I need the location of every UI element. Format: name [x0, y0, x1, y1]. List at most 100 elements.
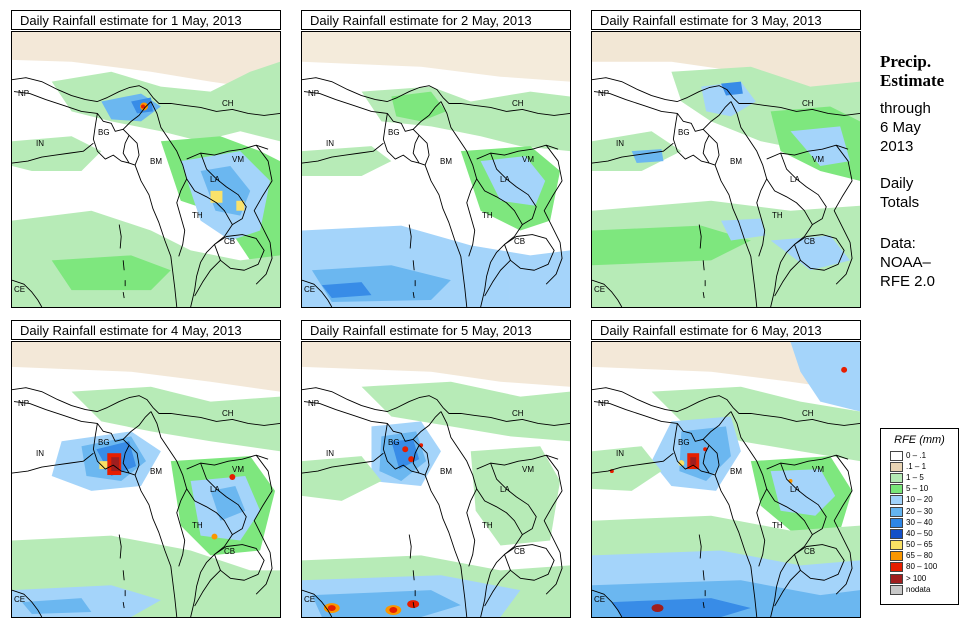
panel-title: Daily Rainfall estimate for 4 May, 2013 — [11, 320, 281, 340]
legend-swatch — [890, 461, 903, 472]
sidebar-source: Data: NOAA– RFE 2.0 — [880, 234, 935, 291]
legend-item: 5 – 10 — [890, 484, 958, 495]
rainfall-panel-6: Daily Rainfall estimate for 6 May, 2013 — [591, 320, 861, 618]
panel-title: Daily Rainfall estimate for 2 May, 2013 — [301, 10, 571, 30]
legend-label: 65 – 80 — [906, 551, 933, 561]
label-la: LA — [210, 175, 220, 184]
label-np: NP — [598, 89, 610, 98]
legend-label: 80 – 100 — [906, 562, 938, 572]
sidebar-date: through 6 May 2013 — [880, 99, 931, 156]
label-ce: CE — [304, 595, 316, 604]
label-in: IN — [36, 139, 44, 148]
label-la: LA — [790, 485, 800, 494]
label-np: NP — [18, 89, 30, 98]
label-bg: BG — [98, 128, 110, 137]
legend-label: 0 – .1 — [906, 450, 927, 460]
label-bm: BM — [730, 157, 742, 166]
legend-label: 30 – 40 — [906, 517, 933, 527]
label-ce: CE — [594, 595, 606, 604]
label-bg: BG — [98, 438, 110, 447]
legend-item: > 100 — [890, 573, 958, 584]
title-line-2: Estimate — [880, 71, 945, 90]
legend-label: nodata — [906, 584, 931, 594]
sidebar-title: Precip. Estimate — [880, 52, 944, 90]
legend-item: 20 – 30 — [890, 506, 958, 517]
label-in: IN — [616, 449, 624, 458]
panel-title: Daily Rainfall estimate for 3 May, 2013 — [591, 10, 861, 30]
label-ch: CH — [802, 409, 814, 418]
rainfall-map: NP CH IN BG BM VM LA TH CB CE — [11, 341, 281, 618]
data-line-3: RFE 2.0 — [880, 273, 936, 290]
date-line-2: 2013 — [880, 138, 914, 155]
label-np: NP — [308, 399, 320, 408]
label-bm: BM — [440, 157, 452, 166]
label-bg: BG — [678, 128, 690, 137]
legend-swatch — [890, 472, 903, 483]
label-vm: VM — [522, 465, 534, 474]
label-la: LA — [500, 175, 510, 184]
legend-label: 1 – 5 — [906, 472, 924, 482]
label-bm: BM — [150, 157, 162, 166]
legend-swatch — [890, 540, 903, 551]
label-vm: VM — [232, 465, 244, 474]
label-th: TH — [482, 211, 493, 220]
label-ce: CE — [304, 285, 316, 294]
label-cb: CB — [514, 547, 526, 556]
label-cb: CB — [224, 547, 236, 556]
panel-title: Daily Rainfall estimate for 1 May, 2013 — [11, 10, 281, 30]
label-in: IN — [326, 449, 334, 458]
rainfall-panel-1: Daily Rainfall estimate for 1 May, 2013 — [11, 10, 281, 308]
legend-item: 1 – 5 — [890, 472, 958, 483]
legend-swatch — [890, 517, 903, 528]
legend-label: > 100 — [906, 573, 927, 583]
legend-item: 50 – 65 — [890, 540, 958, 551]
panel-title: Daily Rainfall estimate for 6 May, 2013 — [591, 320, 861, 340]
rainfall-panel-3: Daily Rainfall estimate for 3 May, 2013 … — [591, 10, 861, 308]
rainfall-map: NP CH IN BG BM VM LA TH CB CE — [591, 341, 861, 618]
type-line-2: Totals — [880, 194, 920, 211]
panel-title: Daily Rainfall estimate for 5 May, 2013 — [301, 320, 571, 340]
label-bm: BM — [440, 467, 452, 476]
label-cb: CB — [804, 237, 816, 246]
legend-swatch — [890, 573, 903, 584]
label-in: IN — [36, 449, 44, 458]
label-np: NP — [598, 399, 610, 408]
label-vm: VM — [522, 155, 534, 164]
rainfall-map: NP CH IN BG BM VM LA TH CB CE — [11, 31, 281, 308]
rainfall-panel-4: Daily Rainfall estimate for 4 May, 2013 — [11, 320, 281, 618]
label-cb: CB — [224, 237, 236, 246]
label-bg: BG — [388, 128, 400, 137]
label-np: NP — [308, 89, 320, 98]
legend-swatch — [890, 584, 903, 595]
legend-label: 5 – 10 — [906, 484, 929, 494]
label-th: TH — [772, 211, 783, 220]
legend-title: RFE (mm) — [894, 434, 945, 446]
rainfall-map: NP CH IN BG BM VM LA TH CB CE — [301, 341, 571, 618]
title-line-1: Precip. — [880, 52, 932, 71]
legend-swatch — [890, 495, 903, 506]
date-line-1: 6 May — [880, 119, 921, 136]
legend-item: nodata — [890, 584, 958, 595]
legend-swatch — [890, 484, 903, 495]
label-th: TH — [192, 521, 203, 530]
label-ce: CE — [14, 285, 26, 294]
label-th: TH — [772, 521, 783, 530]
through-label: through — [880, 100, 931, 117]
label-cb: CB — [514, 237, 526, 246]
legend-item: 40 – 50 — [890, 528, 958, 539]
sidebar-type: Daily Totals — [880, 174, 919, 212]
type-line-1: Daily — [880, 175, 914, 192]
label-ch: CH — [802, 99, 814, 108]
label-th: TH — [482, 521, 493, 530]
label-cb: CB — [804, 547, 816, 556]
label-bm: BM — [150, 467, 162, 476]
label-th: TH — [192, 211, 203, 220]
label-la: LA — [790, 175, 800, 184]
legend-item: 65 – 80 — [890, 551, 958, 562]
label-ch: CH — [512, 409, 524, 418]
legend-label: 40 – 50 — [906, 528, 933, 538]
label-bm: BM — [730, 467, 742, 476]
label-vm: VM — [812, 155, 824, 164]
label-vm: VM — [812, 465, 824, 474]
